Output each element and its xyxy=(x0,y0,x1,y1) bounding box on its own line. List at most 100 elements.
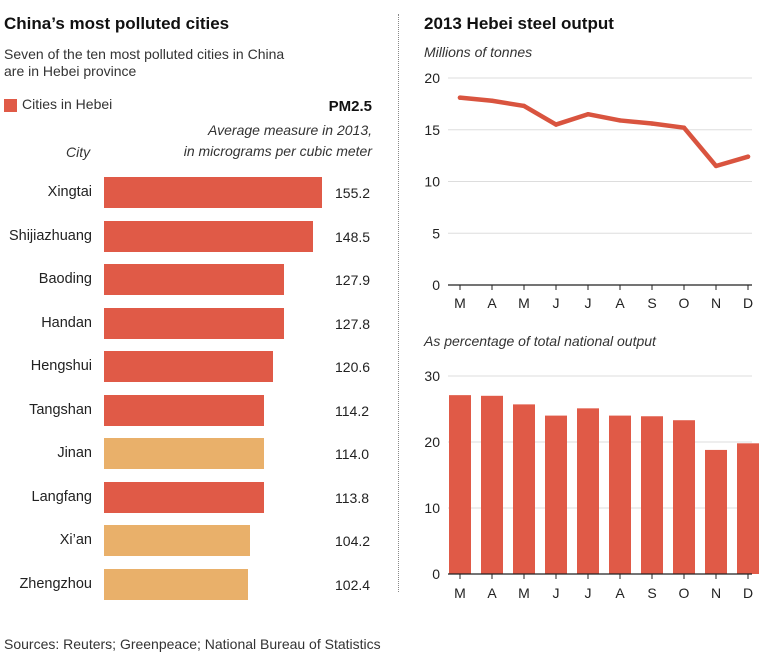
y-tick-label: 30 xyxy=(424,368,440,384)
pm25-value-label: 120.6 xyxy=(335,359,371,375)
steel-share-bar xyxy=(545,415,567,574)
pm25-bar-chart: Xingtai 155.2 Shijiazhuang 148.5 Baoding 127.… xyxy=(0,177,390,617)
pm25-bar xyxy=(104,525,251,556)
x-tick-label: S xyxy=(647,295,656,311)
pm25-value-label: 127.9 xyxy=(335,272,371,288)
pm25-value-label: 113.8 xyxy=(335,489,369,506)
pm25-bar xyxy=(104,481,264,513)
data-point xyxy=(649,121,655,126)
city-column-header: City xyxy=(66,144,91,160)
x-tick-label: M xyxy=(518,295,530,311)
data-point xyxy=(745,154,751,159)
pm25-bar xyxy=(104,351,274,382)
data-point xyxy=(585,112,591,117)
city-label: Hengshui xyxy=(30,358,92,374)
pm25-value-label: 114.0 xyxy=(335,446,369,462)
city-row: Xi’an 104.2 xyxy=(0,525,390,556)
x-tick-label: M xyxy=(454,585,466,601)
steel-share-bar xyxy=(577,408,599,574)
y-tick-label: 0 xyxy=(432,277,440,293)
x-tick-label: D xyxy=(743,585,753,601)
x-tick-label: A xyxy=(615,295,625,311)
city-row: Zhengzhou 102.4 xyxy=(0,568,390,600)
city-row: Xingtai 155.2 xyxy=(0,177,390,208)
left-chart-subtitle-line1: Seven of the ten most polluted cities in… xyxy=(4,46,285,62)
pm25-bar xyxy=(104,264,284,295)
pm25-bar xyxy=(104,394,265,426)
x-tick-label: J xyxy=(585,585,592,601)
x-tick-label: N xyxy=(711,295,721,311)
data-point xyxy=(457,95,463,100)
x-tick-label: M xyxy=(454,295,466,311)
city-label: Tangshan xyxy=(29,401,92,418)
steel-share-bar-chart: 0 10 20 30 M A M J J A S O N D xyxy=(424,368,759,601)
city-label: Xingtai xyxy=(47,184,92,200)
y-tick-label: 10 xyxy=(424,174,440,190)
data-point xyxy=(713,163,719,169)
data-point xyxy=(521,103,527,109)
legend-swatch-hebei xyxy=(4,99,17,112)
pm25-value-label: 102.4 xyxy=(335,576,371,593)
x-tick-label: N xyxy=(711,585,721,601)
x-tick-label: A xyxy=(487,585,497,601)
steel-share-bar xyxy=(449,395,471,574)
metric-desc-line2: in micrograms per cubic meter xyxy=(183,143,372,159)
x-tick-label: J xyxy=(553,295,560,311)
y-tick-label: 20 xyxy=(424,70,440,86)
data-point xyxy=(617,118,623,123)
pm25-value-label: 155.2 xyxy=(335,185,371,201)
city-row: Jinan 114.0 xyxy=(0,438,390,469)
city-row: Tangshan 114.2 xyxy=(0,394,390,426)
pm25-bar xyxy=(104,220,313,252)
steel-share-bar xyxy=(705,449,727,574)
steel-share-bar xyxy=(641,416,663,574)
city-label: Xi’an xyxy=(59,532,92,548)
x-tick-label: D xyxy=(743,295,753,311)
line-chart-subtitle: Millions of tonnes xyxy=(424,44,533,60)
city-label: Shijiazhuang xyxy=(8,227,92,244)
metric-desc-line1: Average measure in 2013, xyxy=(208,122,372,138)
y-tick-label: 15 xyxy=(424,122,440,138)
pm25-bar xyxy=(104,307,284,339)
city-row: Hengshui 120.6 xyxy=(0,351,390,382)
x-tick-label: J xyxy=(585,295,592,311)
sources-footnote: Sources: Reuters; Greenpeace; National B… xyxy=(4,636,381,652)
city-label: Jinan xyxy=(57,445,92,461)
left-chart-title: China’s most polluted cities xyxy=(4,14,230,33)
steel-output-line xyxy=(457,95,751,169)
legend-label-hebei: Cities in Hebei xyxy=(22,96,113,112)
pm25-bar xyxy=(104,438,265,469)
steel-share-bar xyxy=(513,404,535,574)
left-chart-subtitle-line2: are in Hebei province xyxy=(4,63,137,79)
x-tick-label: J xyxy=(553,585,560,601)
pm25-bar xyxy=(104,177,322,208)
city-row: Langfang 113.8 xyxy=(0,481,390,513)
steel-share-bar xyxy=(609,415,631,574)
y-tick-label: 20 xyxy=(424,434,440,450)
city-row: Shijiazhuang 148.5 xyxy=(0,220,390,252)
x-tick-label: S xyxy=(647,585,656,601)
data-point xyxy=(681,125,687,130)
city-label: Zhengzhou xyxy=(19,575,92,592)
pm25-value-label: 148.5 xyxy=(335,228,371,245)
y-tick-label: 0 xyxy=(432,566,440,582)
pm25-value-label: 114.2 xyxy=(335,402,369,419)
x-tick-label: A xyxy=(487,295,497,311)
metric-title: PM2.5 xyxy=(328,98,372,115)
steel-share-bar xyxy=(737,443,759,574)
steel-share-bar xyxy=(673,420,695,574)
pm25-bar xyxy=(104,568,248,600)
y-tick-label: 10 xyxy=(424,500,440,516)
data-point xyxy=(553,122,559,127)
city-row: Baoding 127.9 xyxy=(0,264,390,295)
data-point xyxy=(489,98,495,103)
city-label: Handan xyxy=(41,314,92,331)
steel-output-line-chart: 0 5 10 15 20 M A M J J A S O N D xyxy=(424,70,753,311)
x-tick-label: A xyxy=(615,585,625,601)
panel-divider xyxy=(398,14,399,592)
city-row: Handan 127.8 xyxy=(0,307,390,339)
pm25-value-label: 127.8 xyxy=(335,315,371,332)
city-label: Baoding xyxy=(38,271,92,287)
y-tick-label: 5 xyxy=(432,225,440,241)
pm25-value-label: 104.2 xyxy=(335,533,371,549)
